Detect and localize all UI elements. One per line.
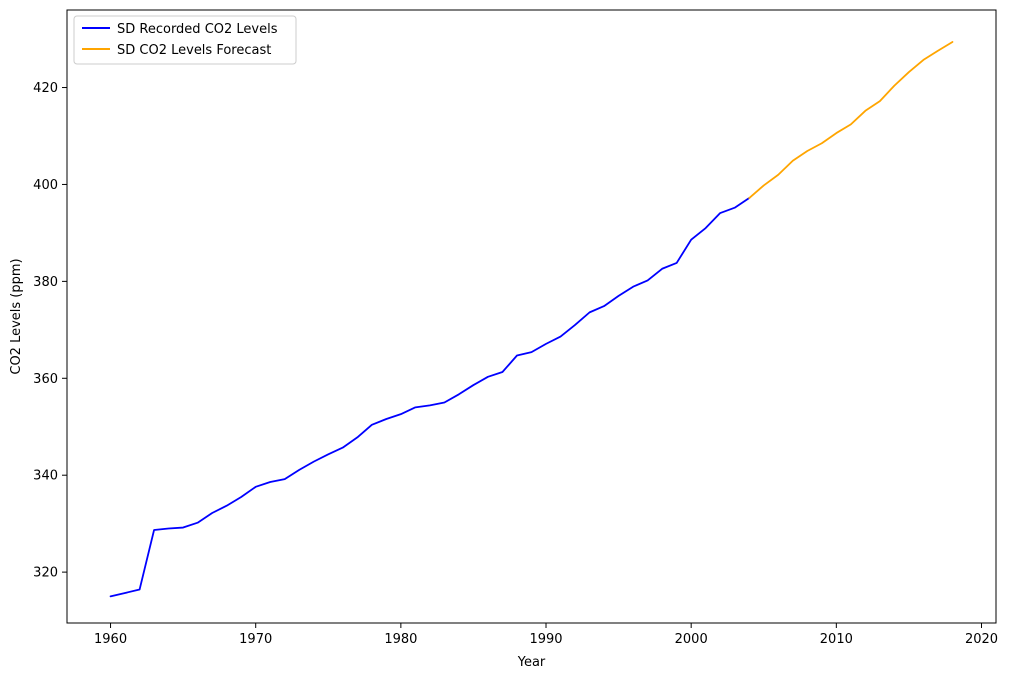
x-tick-label: 1960 xyxy=(94,632,127,647)
series-line-forecast xyxy=(748,41,954,199)
legend-box xyxy=(73,15,297,65)
x-tick-label: 1970 xyxy=(239,632,272,647)
legend-label-recorded: SD Recorded CO2 Levels xyxy=(117,22,278,37)
series-line-recorded xyxy=(109,197,751,598)
x-axis-label: Year xyxy=(517,655,546,670)
x-axis: 1960 1970 1980 1990 2000 2010 2020 xyxy=(94,623,998,647)
legend-label-forecast: SD CO2 Levels Forecast xyxy=(117,43,271,58)
y-tick-label: 360 xyxy=(33,372,58,387)
plot-frame xyxy=(66,9,997,624)
y-tick-label: 320 xyxy=(33,566,58,581)
y-tick-label: 400 xyxy=(33,178,58,193)
y-axis: 320 340 360 380 400 420 xyxy=(33,81,67,581)
y-tick-label: 340 xyxy=(33,469,58,484)
x-tick-label: 2000 xyxy=(675,632,708,647)
series-layer xyxy=(109,41,954,598)
y-tick-label: 380 xyxy=(33,275,58,290)
x-tick-label: 2020 xyxy=(965,632,998,647)
x-tick-label: 2010 xyxy=(820,632,853,647)
y-axis-label: CO2 Levels (ppm) xyxy=(9,258,24,374)
legend: SD Recorded CO2 Levels SD CO2 Levels For… xyxy=(73,15,297,65)
x-tick-label: 1980 xyxy=(384,632,417,647)
plot-area xyxy=(66,9,997,624)
x-tick-label: 1990 xyxy=(529,632,562,647)
y-tick-label: 420 xyxy=(33,81,58,96)
